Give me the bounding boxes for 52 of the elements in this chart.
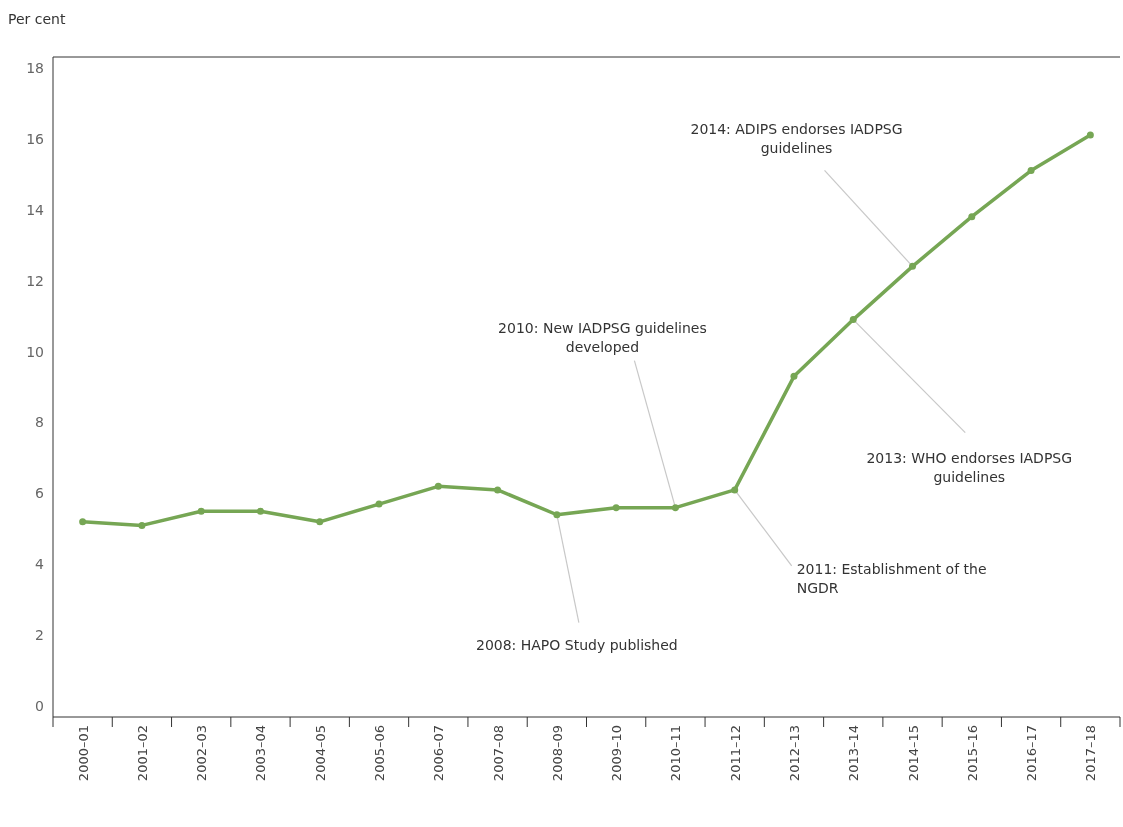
x-tick-label: 2000–01 xyxy=(75,725,91,782)
annotation: 2008: HAPO Study published xyxy=(475,636,678,653)
x-tick-label: 2011–12 xyxy=(727,725,743,782)
point xyxy=(731,486,739,494)
point xyxy=(790,372,798,380)
point xyxy=(612,504,620,512)
y-tick-label: 8 xyxy=(35,414,44,431)
point xyxy=(434,482,442,490)
x-tick-label: 2005–06 xyxy=(372,725,388,782)
x-tick-label: 2006–07 xyxy=(431,725,447,782)
x-tick-label: 2010–11 xyxy=(668,725,684,782)
x-tick-label: 2014–15 xyxy=(905,725,921,782)
y-tick-label: 4 xyxy=(35,556,45,573)
y-tick-label: 14 xyxy=(26,201,45,218)
x-tick-label: 2013–14 xyxy=(846,725,862,782)
annotation: 2011: Establishment of the NGDR xyxy=(796,560,987,596)
x-tick-label: 2017–18 xyxy=(1083,725,1099,782)
point xyxy=(494,486,502,494)
point xyxy=(256,507,264,515)
point xyxy=(316,518,324,526)
point xyxy=(1086,131,1094,139)
x-tick-label: 2012–13 xyxy=(786,725,802,782)
annotation: 2013: WHO endorses IADPSG guidelines xyxy=(866,449,1073,485)
y-tick-label: 18 xyxy=(26,59,44,76)
x-tick-label: 2015–16 xyxy=(964,725,980,782)
x-tick-label: 2016–17 xyxy=(1024,725,1040,782)
y-tick-label: 16 xyxy=(26,130,45,147)
x-tick-label: 2002–03 xyxy=(194,725,210,782)
point xyxy=(671,504,679,512)
y-tick-label: 12 xyxy=(26,272,44,289)
y-axis-title: Per cent xyxy=(8,11,66,27)
x-tick-label: 2004–05 xyxy=(312,725,328,782)
y-tick-label: 6 xyxy=(35,485,45,502)
y-tick-label: 10 xyxy=(26,343,44,360)
point xyxy=(849,316,857,324)
x-tick-label: 2009–10 xyxy=(609,725,625,782)
point xyxy=(79,518,87,526)
annotation: 2014: ADIPS endorses IADPSG guidelines xyxy=(690,121,903,157)
annotation: 2010: New IADPSG guidelines developed xyxy=(498,319,707,355)
x-tick-label: 2003–04 xyxy=(253,725,269,782)
x-tick-label: 2001–02 xyxy=(134,725,150,782)
point xyxy=(553,511,561,519)
point xyxy=(909,262,917,270)
point xyxy=(375,500,383,508)
x-tick-label: 2007–08 xyxy=(490,725,506,782)
point xyxy=(197,507,205,515)
point xyxy=(968,213,976,221)
point xyxy=(1027,167,1035,175)
point xyxy=(138,521,146,529)
y-tick-label: 0 xyxy=(35,698,44,715)
x-tick-label: 2008–09 xyxy=(549,725,565,782)
y-tick-label: 2 xyxy=(35,627,44,644)
